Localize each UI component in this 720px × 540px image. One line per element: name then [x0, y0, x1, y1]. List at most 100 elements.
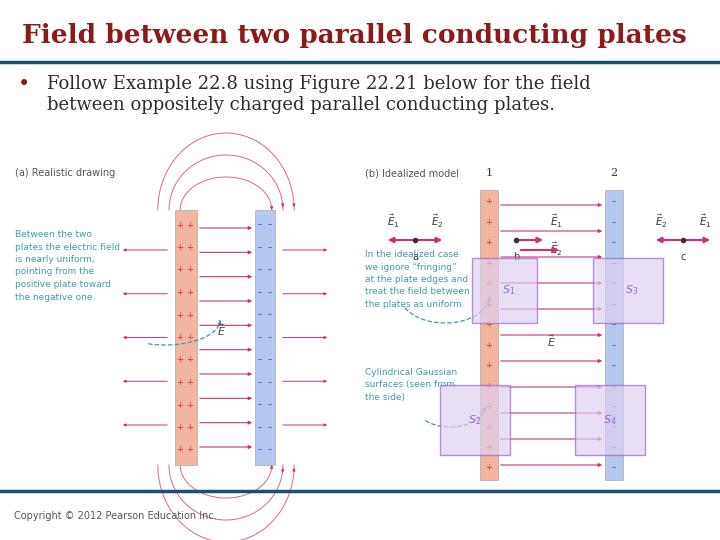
- Text: –: –: [268, 446, 272, 455]
- Text: –: –: [612, 239, 616, 247]
- Text: c: c: [680, 252, 685, 262]
- Text: –: –: [612, 443, 616, 452]
- Text: +: +: [485, 279, 492, 288]
- Text: Field between two parallel conducting plates: Field between two parallel conducting pl…: [22, 23, 686, 48]
- Bar: [480, 190, 498, 480]
- Text: –: –: [612, 259, 616, 268]
- Text: +: +: [485, 218, 492, 227]
- Text: +: +: [485, 423, 492, 431]
- Text: +: +: [485, 382, 492, 390]
- Text: –: –: [268, 423, 272, 432]
- Text: –: –: [258, 243, 262, 252]
- Text: +: +: [485, 320, 492, 329]
- Text: +: +: [176, 288, 184, 297]
- Text: –: –: [268, 333, 272, 342]
- Text: $\vec{E}$: $\vec{E}$: [547, 333, 556, 349]
- Text: –: –: [268, 266, 272, 274]
- Text: –: –: [258, 220, 262, 230]
- Text: –: –: [612, 341, 616, 350]
- Text: –: –: [612, 423, 616, 431]
- Text: –: –: [268, 220, 272, 230]
- Text: +: +: [186, 243, 194, 252]
- Text: +: +: [186, 378, 194, 387]
- Text: –: –: [268, 378, 272, 387]
- Text: +: +: [186, 401, 194, 409]
- Text: –: –: [268, 243, 272, 252]
- Text: +: +: [485, 361, 492, 370]
- Bar: [605, 190, 623, 480]
- Text: –: –: [612, 198, 616, 206]
- Text: +: +: [186, 310, 194, 320]
- FancyBboxPatch shape: [575, 385, 645, 455]
- Text: In the idealized case
we ignore “fringing”
at the plate edges and
treat the fiel: In the idealized case we ignore “fringin…: [365, 250, 469, 309]
- Text: $\vec{E}$: $\vec{E}$: [217, 322, 226, 338]
- Text: +: +: [176, 266, 184, 274]
- Text: +: +: [485, 443, 492, 452]
- Text: –: –: [258, 333, 262, 342]
- Text: +: +: [186, 220, 194, 230]
- Text: –: –: [612, 300, 616, 309]
- Text: +: +: [176, 355, 184, 364]
- Text: –: –: [268, 401, 272, 409]
- Text: +: +: [176, 220, 184, 230]
- Text: $S_4$: $S_4$: [603, 413, 617, 427]
- Text: $\vec{E}_1$: $\vec{E}_1$: [698, 213, 711, 230]
- Text: +: +: [176, 378, 184, 387]
- Text: –: –: [258, 288, 262, 297]
- Text: –: –: [612, 402, 616, 411]
- Text: –: –: [258, 355, 262, 364]
- Text: +: +: [176, 333, 184, 342]
- Text: (a) Realistic drawing: (a) Realistic drawing: [15, 168, 115, 178]
- Text: +: +: [485, 463, 492, 472]
- Text: $\vec{E}_2$: $\vec{E}_2$: [431, 213, 444, 230]
- Text: –: –: [258, 446, 262, 455]
- Text: –: –: [612, 279, 616, 288]
- Text: –: –: [258, 310, 262, 320]
- Text: b: b: [513, 252, 519, 262]
- Text: –: –: [612, 382, 616, 390]
- Text: +: +: [176, 310, 184, 320]
- Text: +: +: [176, 446, 184, 455]
- Text: +: +: [485, 402, 492, 411]
- Text: +: +: [186, 288, 194, 297]
- Text: between oppositely charged parallel conducting plates.: between oppositely charged parallel cond…: [47, 96, 555, 114]
- Text: $S_3$: $S_3$: [626, 284, 639, 298]
- Text: +: +: [186, 446, 194, 455]
- Text: Cylindrical Gaussian
surfaces (seen from
the side): Cylindrical Gaussian surfaces (seen from…: [365, 368, 457, 402]
- FancyBboxPatch shape: [593, 258, 663, 323]
- Text: –: –: [268, 310, 272, 320]
- Text: Follow Example 22.8 using Figure 22.21 below for the field: Follow Example 22.8 using Figure 22.21 b…: [47, 75, 590, 93]
- FancyBboxPatch shape: [472, 258, 537, 323]
- Text: +: +: [176, 401, 184, 409]
- Text: –: –: [612, 320, 616, 329]
- Text: –: –: [612, 463, 616, 472]
- Text: Copyright © 2012 Pearson Education Inc.: Copyright © 2012 Pearson Education Inc.: [14, 511, 217, 521]
- Text: $S_1$: $S_1$: [502, 284, 515, 298]
- Text: +: +: [186, 333, 194, 342]
- Text: +: +: [485, 239, 492, 247]
- Text: –: –: [612, 218, 616, 227]
- Text: $\vec{E}_2$: $\vec{E}_2$: [550, 241, 562, 258]
- Text: +: +: [186, 266, 194, 274]
- Text: Between the two
plates the electric field
is nearly uniform,
pointing from the
p: Between the two plates the electric fiel…: [15, 230, 120, 301]
- Text: 1: 1: [485, 168, 492, 178]
- Text: –: –: [258, 423, 262, 432]
- Text: –: –: [612, 361, 616, 370]
- Bar: [175, 210, 197, 465]
- Text: +: +: [176, 423, 184, 432]
- Text: +: +: [485, 341, 492, 350]
- Text: –: –: [258, 378, 262, 387]
- Text: +: +: [186, 355, 194, 364]
- Text: –: –: [258, 401, 262, 409]
- Text: 2: 2: [611, 168, 618, 178]
- Text: (b) Idealized model: (b) Idealized model: [365, 168, 459, 178]
- Text: •: •: [18, 73, 30, 94]
- Text: +: +: [485, 259, 492, 268]
- FancyBboxPatch shape: [440, 385, 510, 455]
- Text: $S_2$: $S_2$: [469, 413, 482, 427]
- Text: $\vec{E}_1$: $\vec{E}_1$: [387, 213, 400, 230]
- Text: +: +: [485, 300, 492, 309]
- Text: $\vec{E}_1$: $\vec{E}_1$: [549, 213, 562, 230]
- Text: $\vec{E}_2$: $\vec{E}_2$: [654, 213, 667, 230]
- Bar: [255, 210, 275, 465]
